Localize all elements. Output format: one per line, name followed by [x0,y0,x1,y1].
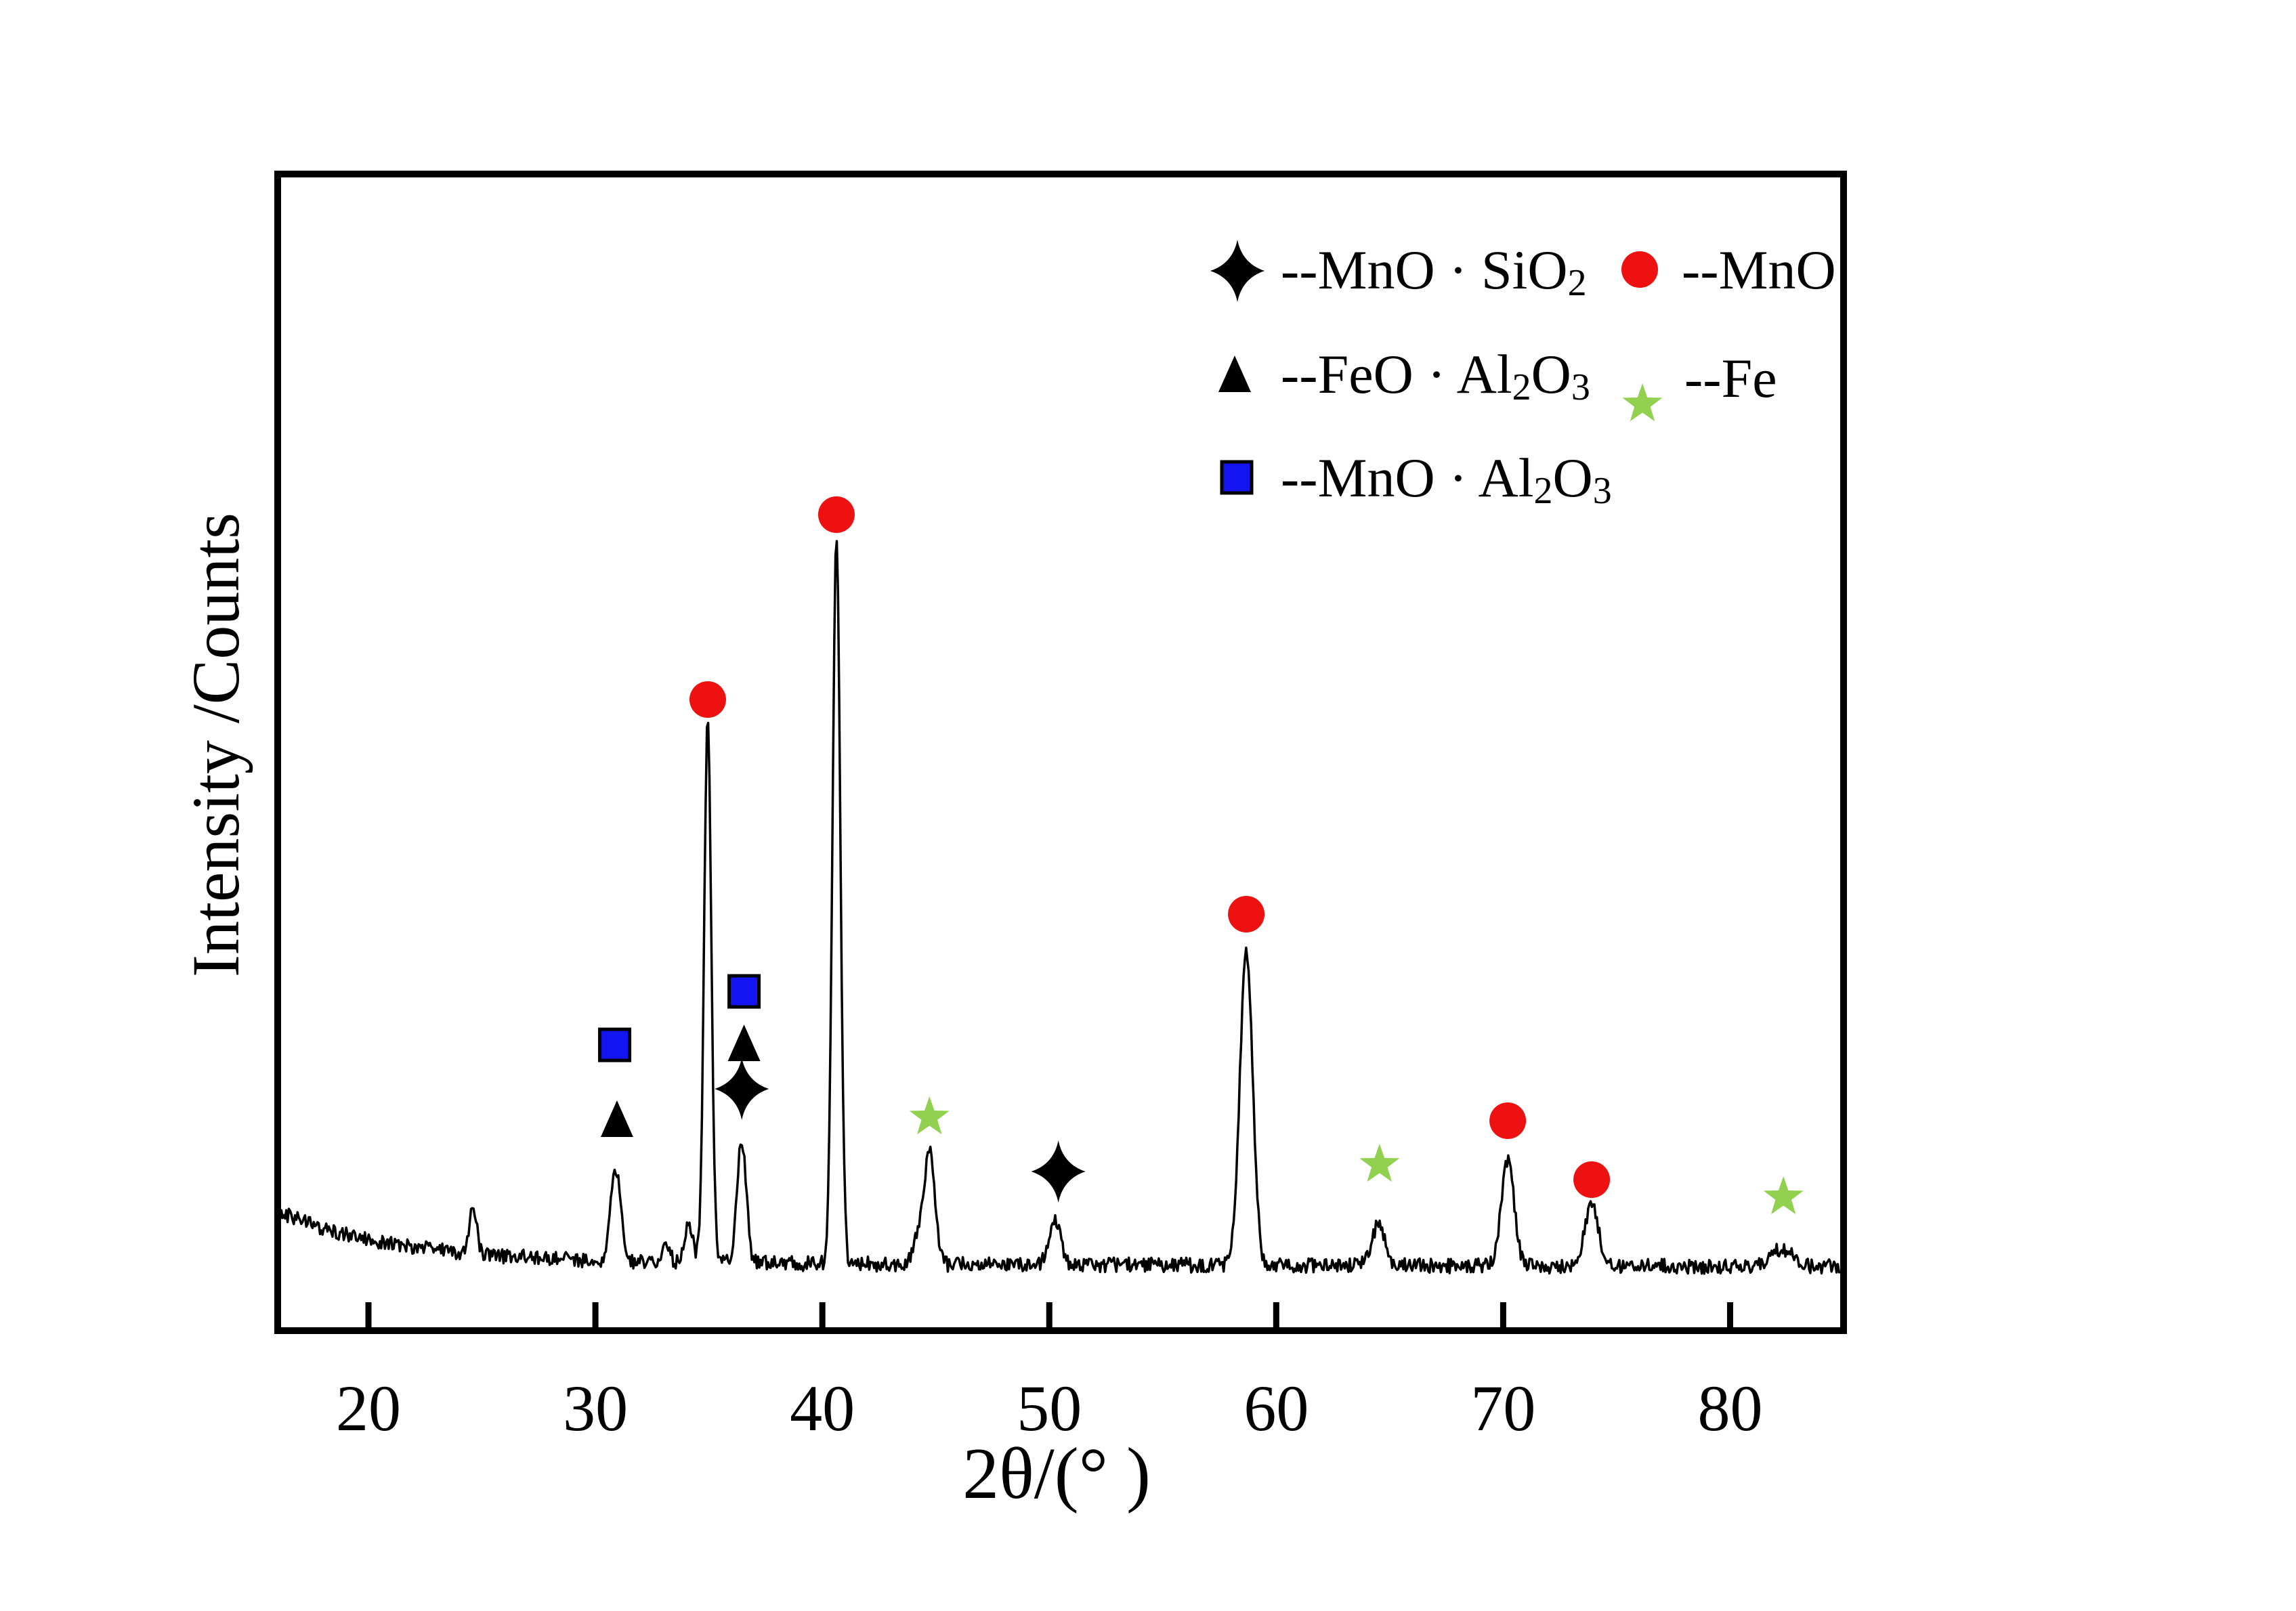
legend-label: --FeO · Al2O3 [1281,343,1590,409]
plot-border [274,171,1847,1334]
x-axis-title: 2θ/(° ) [962,1434,1151,1514]
mno-sio2-fourstar-marker [715,1058,769,1120]
mno-circle-marker [689,681,726,718]
fe-star-marker [1622,383,1663,422]
xrd-curve [277,540,1841,1275]
mno-sio2-fourstar-marker [1210,240,1264,302]
x-tick-label: 60 [1243,1372,1309,1444]
x-tick-label: 40 [790,1372,855,1444]
mno-circle-marker [817,496,855,533]
fe-star-marker [909,1096,950,1135]
legend-layer: --MnO · SiO2 --MnO --FeO · Al2O3 --Fe --MnO … [1210,239,1836,513]
mno-al2o3-square-marker [598,1027,632,1062]
feo-al2o3-triangle-marker [1218,356,1251,392]
feo-al2o3-triangle-marker [727,1025,761,1061]
axis-layer: 20 30 40 50 60 70 80 [336,1302,1762,1444]
mno-al2o3-square-marker [1220,460,1254,495]
y-axis-title: Intensity /Counts [178,513,253,977]
fe-star-marker [1763,1176,1804,1215]
phase-marker-layer [598,496,1804,1215]
curve-layer [277,540,1841,1275]
legend-label: --MnO [1682,239,1836,301]
mno-sio2-fourstar-marker [1031,1140,1086,1203]
mno-circle-marker [1489,1102,1527,1139]
x-tick-label: 70 [1470,1372,1535,1444]
legend-label: --MnO · Al2O3 [1281,447,1612,513]
feo-al2o3-triangle-marker [600,1100,633,1137]
x-tick-label: 80 [1697,1372,1762,1444]
x-tick-label: 20 [336,1372,401,1444]
x-tick-label: 30 [563,1372,628,1444]
mno-circle-marker [1621,251,1658,288]
mno-al2o3-square-marker [727,974,761,1009]
legend-label: --MnO · SiO2 [1281,239,1587,305]
x-tick-label: 50 [1017,1372,1082,1444]
fe-star-marker [1359,1144,1400,1182]
mno-circle-marker [1573,1161,1611,1198]
mno-circle-marker [1228,896,1265,932]
legend-label: --Fe [1684,347,1777,409]
